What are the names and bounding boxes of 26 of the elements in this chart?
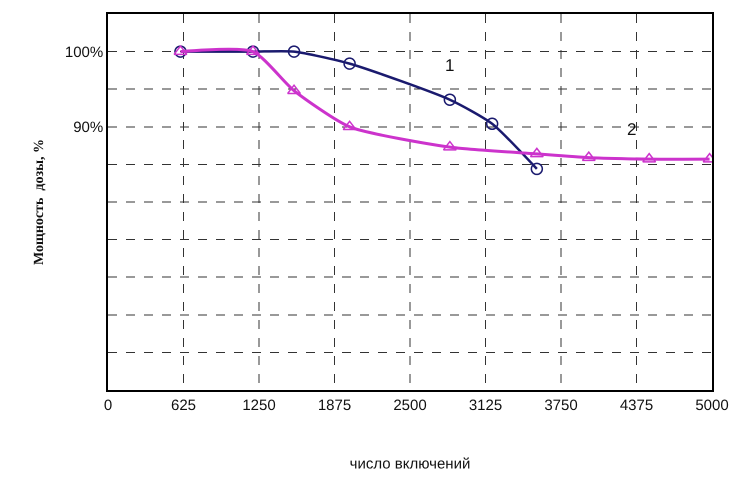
- point: [530, 162, 544, 176]
- series-label: 1: [445, 56, 454, 75]
- point: [246, 45, 260, 56]
- x-tick-label: 4375: [620, 396, 654, 414]
- x-tick-label: 2500: [393, 396, 427, 414]
- x-tick-label: 1250: [242, 396, 276, 414]
- point: [288, 45, 300, 58]
- x-tick-label: 3125: [468, 396, 502, 414]
- y-axis-title: Мощность дозы, %: [32, 138, 47, 266]
- point: [442, 140, 457, 151]
- y-tick-label: 100%: [64, 44, 104, 61]
- y-tick-label: 90%: [73, 119, 104, 136]
- point: [582, 151, 596, 162]
- point: [246, 45, 260, 58]
- x-tick-label: 1875: [318, 396, 352, 414]
- point: [173, 45, 188, 56]
- point: [286, 84, 302, 94]
- point: [642, 152, 656, 163]
- point: [343, 57, 356, 70]
- point: [444, 93, 456, 106]
- x-tick-label: 5000: [695, 396, 729, 414]
- x-tick-label: 625: [170, 396, 196, 414]
- x-axis-title: число включений: [350, 455, 470, 472]
- x-tick-label: 3750: [544, 396, 578, 414]
- x-tick-label: 0: [104, 396, 112, 414]
- point: [486, 118, 498, 130]
